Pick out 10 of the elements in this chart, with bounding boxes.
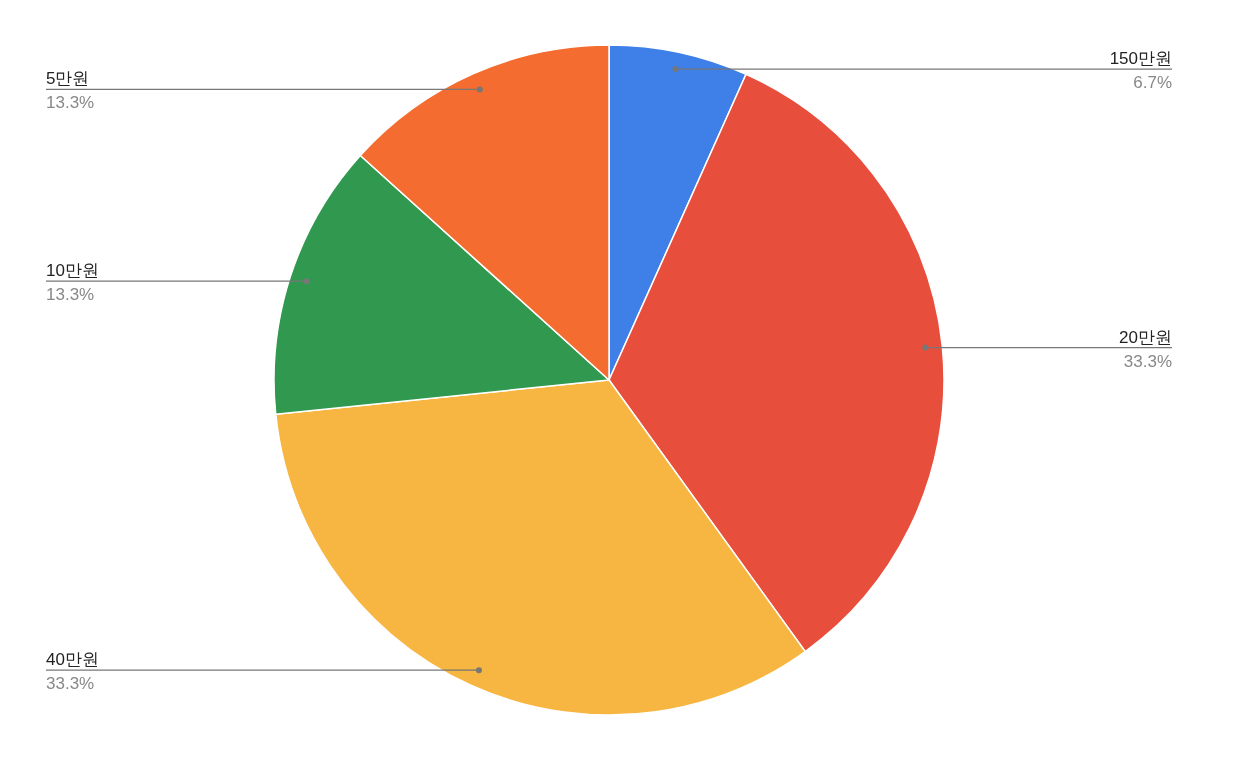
slice-label: 20만원 xyxy=(1119,327,1172,347)
slice-label: 10만원 xyxy=(46,261,99,281)
data-label: 13.3% xyxy=(46,285,95,305)
slice-label: 150만원 xyxy=(1109,49,1172,69)
slice-label: 40만원 xyxy=(46,650,99,670)
data-label: 33.3% xyxy=(1123,351,1172,371)
slice-label: 5만원 xyxy=(46,69,90,89)
data-label: 33.3% xyxy=(46,674,95,694)
data-label: 13.3% xyxy=(46,93,95,113)
data-label: 6.7% xyxy=(1133,73,1172,93)
